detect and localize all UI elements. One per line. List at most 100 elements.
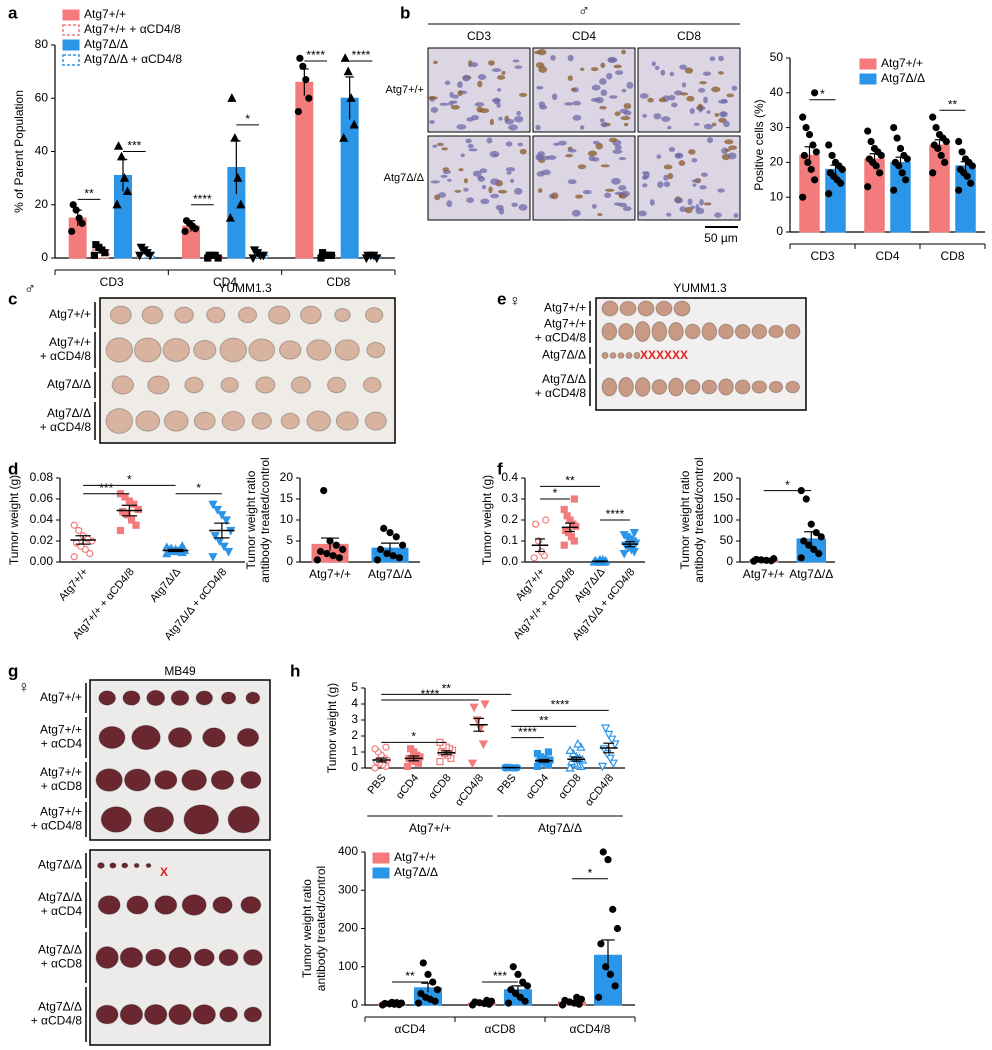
y-tick-label: 40 <box>35 144 49 158</box>
nucleus <box>684 67 694 74</box>
y-tick-label: 0.02 <box>30 533 54 547</box>
tumor <box>268 305 291 325</box>
data-point <box>371 764 379 772</box>
data-point <box>613 924 622 933</box>
nucleus <box>456 124 467 130</box>
nucleus <box>467 143 474 149</box>
row-label: + αCD4 <box>41 737 83 751</box>
nucleus <box>691 158 698 163</box>
nucleus <box>498 207 505 215</box>
nucleus <box>580 67 585 71</box>
tumor <box>618 376 634 398</box>
nucleus <box>724 139 734 145</box>
tumor <box>601 351 609 360</box>
nucleus <box>731 85 738 91</box>
nucleus <box>717 188 725 193</box>
significance-label: * <box>785 478 790 492</box>
data-point <box>826 169 834 177</box>
tumor <box>619 300 637 317</box>
data-point <box>332 541 340 549</box>
nucleus <box>649 199 655 206</box>
data-point <box>831 158 840 166</box>
nucleus <box>438 192 447 198</box>
tumor <box>655 300 673 317</box>
significance-label: ** <box>84 187 94 201</box>
nucleus <box>519 92 528 97</box>
data-point <box>930 141 938 149</box>
nucleus <box>599 118 605 123</box>
row-label: + αCD4/8 <box>40 420 92 434</box>
legend-label: Atg7+/+ <box>881 56 923 70</box>
tumor <box>701 322 718 341</box>
data-point <box>335 554 344 562</box>
tumor <box>279 340 302 360</box>
nucleus <box>691 179 700 183</box>
y-tick-label: 1 <box>351 744 358 758</box>
tumor <box>334 307 351 323</box>
significance-label: ** <box>405 969 415 983</box>
data-point <box>340 53 350 62</box>
nucleus <box>688 149 696 155</box>
nucleus <box>621 49 626 55</box>
data-point <box>382 743 390 751</box>
nucleus <box>538 188 543 193</box>
data-point <box>802 123 810 132</box>
data-point <box>128 516 136 524</box>
x-tick-label: αCD8 <box>556 772 583 801</box>
legend-label: Atg7Δ/Δ <box>394 865 438 879</box>
x-tick-label: Atg7Δ/Δ <box>148 566 184 605</box>
data-point <box>825 190 833 198</box>
nucleus <box>699 81 707 85</box>
data-point <box>891 158 899 166</box>
nucleus <box>641 171 650 175</box>
nucleus <box>519 148 527 155</box>
tumor <box>734 379 751 395</box>
nucleus <box>567 148 577 153</box>
data-point <box>941 158 949 166</box>
data-point <box>208 553 218 562</box>
legend-swatch <box>62 24 80 36</box>
nucleus <box>472 170 482 177</box>
nucleus <box>474 102 485 107</box>
nucleus <box>504 118 515 125</box>
x-tick-label: αCD4 <box>524 772 551 801</box>
data-point <box>532 520 540 528</box>
nucleus <box>600 62 606 69</box>
x-tick-label: Atg7+/+ <box>743 567 785 581</box>
tumor <box>131 724 161 751</box>
tumor <box>651 379 668 395</box>
data-point <box>805 130 814 139</box>
row-label: Atg7Δ/Δ <box>38 858 82 872</box>
row-label: Atg7+/+ <box>544 317 586 331</box>
nucleus <box>724 148 731 152</box>
tumor <box>174 306 194 324</box>
significance-label: *** <box>99 481 113 495</box>
nucleus <box>450 105 460 110</box>
data-point <box>339 545 347 554</box>
data-point <box>504 999 513 1007</box>
nucleus <box>553 142 560 146</box>
x-tick-label: Atg7+/+ <box>57 566 91 603</box>
nucleus <box>667 125 672 130</box>
tumor <box>366 341 386 359</box>
tumor <box>218 948 239 967</box>
nucleus <box>661 116 671 122</box>
data-point <box>316 547 325 556</box>
data-point <box>799 113 807 121</box>
data-point <box>386 528 394 537</box>
nucleus <box>733 213 739 218</box>
data-point <box>594 993 603 1001</box>
data-point <box>533 749 542 758</box>
y-tick-label: 150 <box>713 491 733 505</box>
tumor <box>718 378 734 396</box>
data-point <box>329 552 337 560</box>
y-tick-label: 15 <box>280 491 294 505</box>
tumor <box>227 805 260 834</box>
nucleus <box>642 113 647 118</box>
data-point <box>407 745 415 753</box>
significance-label: **** <box>306 48 325 62</box>
nucleus <box>535 124 541 131</box>
nucleus <box>668 146 676 152</box>
tumor <box>146 689 166 707</box>
panel-letter: b <box>400 3 410 22</box>
